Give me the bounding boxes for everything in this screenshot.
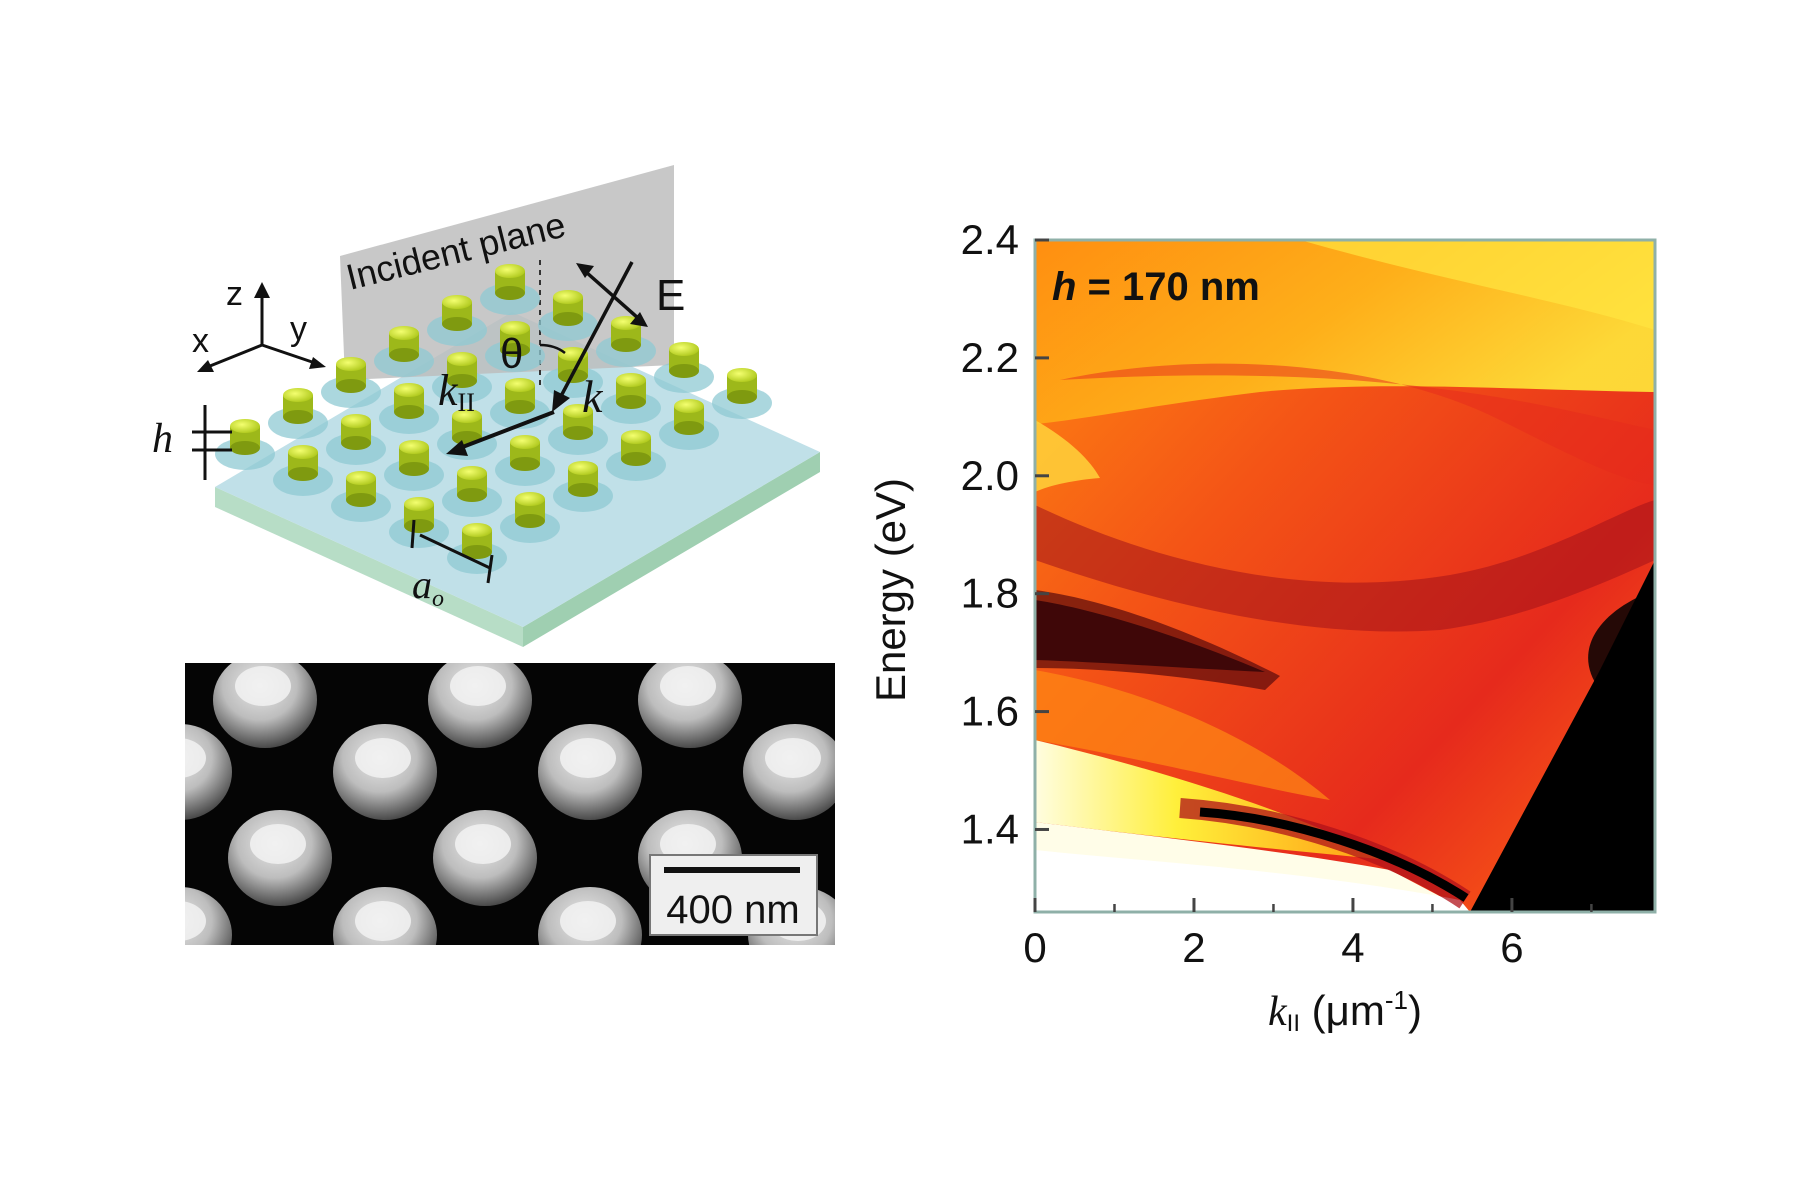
sem-particle (333, 887, 437, 945)
x-tick-label: 0 (1023, 924, 1046, 971)
sem-micrograph: 400 nm (185, 663, 835, 945)
sem-particle (538, 887, 642, 945)
axis-y-label: y (290, 310, 307, 348)
nanopillar (379, 383, 439, 434)
y-arrowhead (309, 357, 326, 369)
angle-label: θ (500, 330, 523, 377)
e-field-arrowhead-2 (630, 312, 648, 327)
y-tick-label: 2.4 (961, 216, 1019, 263)
x-tick-label: 2 (1182, 924, 1205, 971)
nanopillar (215, 419, 275, 470)
sem-particle (433, 810, 537, 906)
wavevector-arrowhead (552, 390, 570, 412)
nanopillar (447, 523, 507, 574)
dispersion-heatmap: 1.4 1.6 1.8 2.0 2.2 2.4 0 2 4 6 h = 170 nm Energ… (867, 216, 1657, 1037)
sem-particle (743, 724, 835, 820)
y-tick-labels: 1.4 1.6 1.8 2.0 2.2 2.4 (961, 216, 1019, 852)
kpar-label: kII (438, 366, 475, 417)
nanopillar (485, 321, 545, 372)
kpar-arrow (459, 410, 555, 450)
sem-particle (333, 724, 437, 820)
y-tick-label: 2.2 (961, 334, 1019, 381)
coordinate-axes (204, 292, 319, 370)
wavevector-arrow (558, 261, 634, 399)
sample-schematic: Incident plane z x y E θ k kII (152, 165, 820, 647)
nanopillar (427, 295, 487, 346)
x-tick-labels: 0 2 4 6 (1023, 924, 1523, 971)
plot-frame (1033, 238, 1657, 914)
substrate-right-face (523, 452, 820, 647)
nanopillar (495, 435, 555, 486)
axis-ticks (1033, 238, 1593, 912)
sem-particle (185, 724, 232, 820)
nanopillar (268, 388, 328, 439)
axis-z-label: z (226, 275, 243, 313)
sem-particle (428, 663, 532, 748)
axis-x-label: x (192, 322, 209, 360)
sem-particle (213, 663, 317, 748)
substrate-front-face (215, 487, 523, 647)
x-axis-label: kII (μm-1) (1268, 985, 1422, 1037)
nanopillar (331, 471, 391, 522)
x-tick-label: 6 (1500, 924, 1523, 971)
nanopillar (384, 440, 444, 491)
sem-particle (228, 810, 332, 906)
x-tick-label: 4 (1341, 924, 1364, 971)
period-marker (410, 519, 494, 584)
x-arrowhead (197, 360, 214, 372)
nanopillar (480, 264, 540, 315)
angle-arc (539, 343, 566, 354)
height-marker (192, 405, 232, 480)
sem-particle (185, 887, 232, 945)
scale-bar-label: 400 nm (666, 888, 799, 932)
sem-particle (538, 724, 642, 820)
kpar-arrowhead (446, 440, 468, 456)
e-field-arrow (584, 270, 640, 320)
nanopillar (442, 466, 502, 517)
nanopillar (601, 373, 661, 424)
period-subscript: o (432, 586, 444, 612)
nanopillar (553, 461, 613, 512)
nanopillar (659, 399, 719, 450)
nanopillar (596, 316, 656, 367)
nanopillar (548, 404, 608, 455)
nanopillar (500, 492, 560, 543)
nanopillar (321, 357, 381, 408)
y-axis-label: Energy (eV) (867, 478, 914, 702)
nanopillar (432, 352, 492, 403)
nanopillar (538, 290, 598, 341)
e-field-label: E (656, 271, 685, 320)
y-tick-label: 2.0 (961, 452, 1019, 499)
nanopillar (273, 445, 333, 496)
nanopillar (606, 430, 666, 481)
sem-particle (638, 663, 742, 748)
wavevector-label: k (582, 371, 604, 422)
y-tick-label: 1.4 (961, 805, 1019, 852)
y-tick-label: 1.6 (961, 688, 1019, 735)
e-field-arrowhead-1 (576, 263, 594, 278)
nanopillar (326, 414, 386, 465)
kpar-subscript: II (458, 388, 475, 417)
nanopillar (712, 368, 772, 419)
period-label: ao (412, 562, 444, 612)
height-label: h (152, 416, 173, 462)
heatmap-image (1035, 240, 1655, 912)
y-tick-label: 1.8 (961, 570, 1019, 617)
z-arrowhead (254, 282, 270, 298)
nanopillar-array (215, 264, 772, 574)
nanopillar (374, 326, 434, 377)
annotation-label: h = 170 nm (1052, 265, 1260, 309)
nanopillar (654, 342, 714, 393)
